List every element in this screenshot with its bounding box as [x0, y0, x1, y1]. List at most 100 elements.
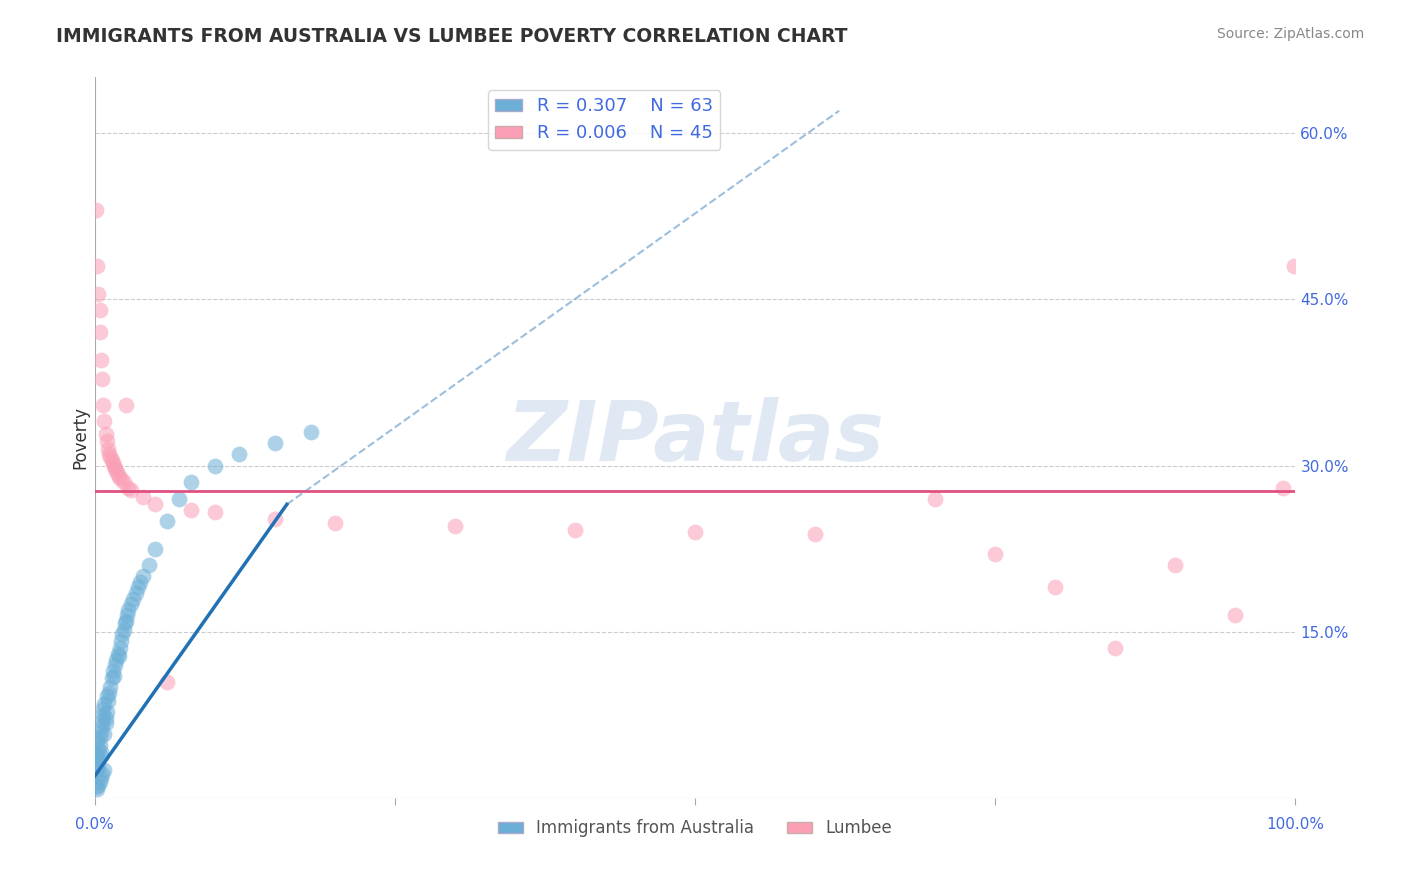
Point [93, 764, 115, 778]
Point [87, 752, 110, 766]
Point [89, 774, 111, 789]
Point [93, 414, 115, 428]
Point [91, 398, 114, 412]
Point [89, 326, 111, 340]
Point [115, 398, 138, 412]
Point [444, 519, 467, 533]
Point [84, 764, 107, 778]
Point [104, 460, 127, 475]
Point [138, 558, 160, 573]
Point [984, 547, 1007, 561]
Point [120, 483, 142, 497]
Point [98, 686, 121, 700]
Point [204, 458, 226, 473]
Point [804, 527, 827, 541]
Point [94, 711, 117, 725]
Point [86, 782, 108, 797]
Point [264, 436, 287, 450]
Point [86, 756, 108, 770]
Point [683, 524, 706, 539]
Point [120, 597, 142, 611]
Point [100, 450, 122, 464]
Point [96, 689, 118, 703]
Text: ZIPatlas: ZIPatlas [506, 397, 884, 478]
Point [86, 733, 108, 747]
Point [110, 472, 132, 486]
Point [111, 627, 134, 641]
Point [110, 633, 132, 648]
Point [107, 647, 129, 661]
Point [89, 730, 111, 744]
Point [103, 669, 125, 683]
Point [112, 475, 135, 490]
Point [143, 497, 166, 511]
Point [90, 771, 112, 785]
Point [115, 614, 138, 628]
Point [204, 505, 226, 519]
Point [127, 581, 149, 595]
Point [1272, 481, 1295, 495]
Point [103, 458, 125, 473]
Point [87, 741, 110, 756]
Point [101, 664, 124, 678]
Point [93, 727, 115, 741]
Point [108, 469, 131, 483]
Text: 0.0%: 0.0% [76, 817, 114, 831]
Point [86, 259, 108, 273]
Point [299, 425, 322, 440]
Point [98, 447, 121, 461]
Point [84, 749, 107, 764]
Point [87, 286, 110, 301]
Point [86, 746, 108, 760]
Point [84, 780, 107, 794]
Point [100, 672, 122, 686]
Point [104, 658, 127, 673]
Point [105, 652, 128, 666]
Text: IMMIGRANTS FROM AUSTRALIA VS LUMBEE POVERTY CORRELATION CHART: IMMIGRANTS FROM AUSTRALIA VS LUMBEE POVE… [56, 27, 848, 45]
Point [112, 623, 135, 637]
Point [114, 615, 136, 630]
Point [117, 602, 139, 616]
Point [108, 641, 131, 656]
Point [93, 697, 115, 711]
Point [1164, 558, 1187, 573]
Point [117, 481, 139, 495]
Point [180, 503, 202, 517]
Point [89, 738, 111, 752]
Y-axis label: Poverty: Poverty [72, 406, 89, 469]
Point [924, 491, 946, 506]
Point [90, 724, 112, 739]
Point [97, 442, 120, 456]
Point [132, 490, 155, 504]
Point [90, 749, 112, 764]
Point [97, 693, 120, 707]
Point [228, 447, 250, 461]
Text: 100.0%: 100.0% [1267, 817, 1324, 831]
Point [156, 674, 179, 689]
Legend: Immigrants from Australia, Lumbee: Immigrants from Australia, Lumbee [491, 813, 900, 844]
Point [91, 714, 114, 728]
Point [1284, 259, 1306, 273]
Point [100, 680, 122, 694]
Point [132, 569, 155, 583]
Point [89, 303, 111, 318]
Point [101, 456, 124, 470]
Point [1225, 608, 1247, 623]
Point [1045, 581, 1067, 595]
Point [87, 778, 110, 792]
Point [564, 523, 586, 537]
Point [91, 708, 114, 723]
Point [105, 464, 128, 478]
Point [90, 745, 112, 759]
Point [122, 591, 145, 606]
Point [90, 353, 112, 368]
Point [180, 475, 202, 490]
Point [94, 715, 117, 730]
Point [115, 608, 138, 623]
Point [143, 541, 166, 556]
Point [87, 760, 110, 774]
Point [156, 514, 179, 528]
Point [323, 516, 346, 531]
Point [1104, 641, 1126, 656]
Point [96, 705, 118, 719]
